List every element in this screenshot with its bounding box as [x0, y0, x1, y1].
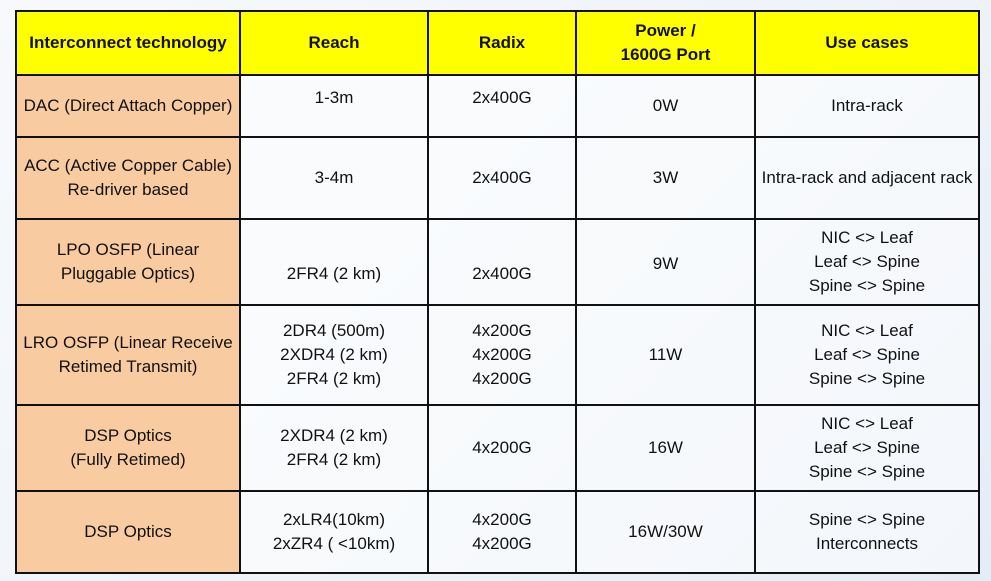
- header-power: Power / 1600G Port: [575, 10, 756, 76]
- cell-reach: 2DR4 (500m) 2XDR4 (2 km) 2FR4 (2 km): [239, 304, 429, 406]
- table-row: DAC (Direct Attach Copper) 1-3m 2x400G 0…: [15, 74, 980, 138]
- cell-radix: 4x200G 4x200G 4x200G: [427, 304, 577, 406]
- header-tech: Interconnect technology: [15, 10, 241, 76]
- table-row: LRO OSFP (Linear Receive Retimed Transmi…: [15, 304, 980, 406]
- cell-radix: 2x400G: [427, 136, 577, 220]
- cell-reach: 3-4m: [239, 136, 429, 220]
- cell-tech: DAC (Direct Attach Copper): [15, 74, 241, 138]
- cell-tech: LRO OSFP (Linear Receive Retimed Transmi…: [15, 304, 241, 406]
- cell-reach: 2FR4 (2 km): [239, 218, 429, 306]
- cell-power: 0W: [575, 74, 756, 138]
- table-row: ACC (Active Copper Cable) Re-driver base…: [15, 136, 980, 220]
- cell-radix: 2x400G: [427, 218, 577, 306]
- header-reach: Reach: [239, 10, 429, 76]
- table-row: LPO OSFP (Linear Pluggable Optics) 2FR4 …: [15, 218, 980, 306]
- cell-power: 16W: [575, 404, 756, 492]
- cell-power: 11W: [575, 304, 756, 406]
- cell-use: Intra-rack: [754, 74, 980, 138]
- table-row: DSP Optics 2xLR4(10km) 2xZR4 ( <10km) 4x…: [15, 490, 980, 574]
- cell-power: 16W/30W: [575, 490, 756, 574]
- cell-tech: DSP Optics (Fully Retimed): [15, 404, 241, 492]
- cell-use: Intra-rack and adjacent rack: [754, 136, 980, 220]
- cell-reach: 1-3m: [239, 74, 429, 138]
- interconnect-table: Interconnect technology Reach Radix Powe…: [15, 10, 980, 574]
- cell-tech: LPO OSFP (Linear Pluggable Optics): [15, 218, 241, 306]
- table-row: DSP Optics (Fully Retimed) 2XDR4 (2 km) …: [15, 404, 980, 492]
- cell-tech: DSP Optics: [15, 490, 241, 574]
- cell-use: Spine <> Spine Interconnects: [754, 490, 980, 574]
- cell-use: NIC <> Leaf Leaf <> Spine Spine <> Spine: [754, 304, 980, 406]
- cell-radix: 4x200G: [427, 404, 577, 492]
- cell-reach: 2xLR4(10km) 2xZR4 ( <10km): [239, 490, 429, 574]
- cell-reach: 2XDR4 (2 km) 2FR4 (2 km): [239, 404, 429, 492]
- header-use-cases: Use cases: [754, 10, 980, 76]
- cell-radix: 2x400G: [427, 74, 577, 138]
- header-row: Interconnect technology Reach Radix Powe…: [15, 10, 980, 76]
- cell-radix: 4x200G 4x200G: [427, 490, 577, 574]
- cell-power: 9W: [575, 218, 756, 306]
- cell-use: NIC <> Leaf Leaf <> Spine Spine <> Spine: [754, 218, 980, 306]
- header-radix: Radix: [427, 10, 577, 76]
- cell-power: 3W: [575, 136, 756, 220]
- cell-use: NIC <> Leaf Leaf <> Spine Spine <> Spine: [754, 404, 980, 492]
- cell-tech: ACC (Active Copper Cable) Re-driver base…: [15, 136, 241, 220]
